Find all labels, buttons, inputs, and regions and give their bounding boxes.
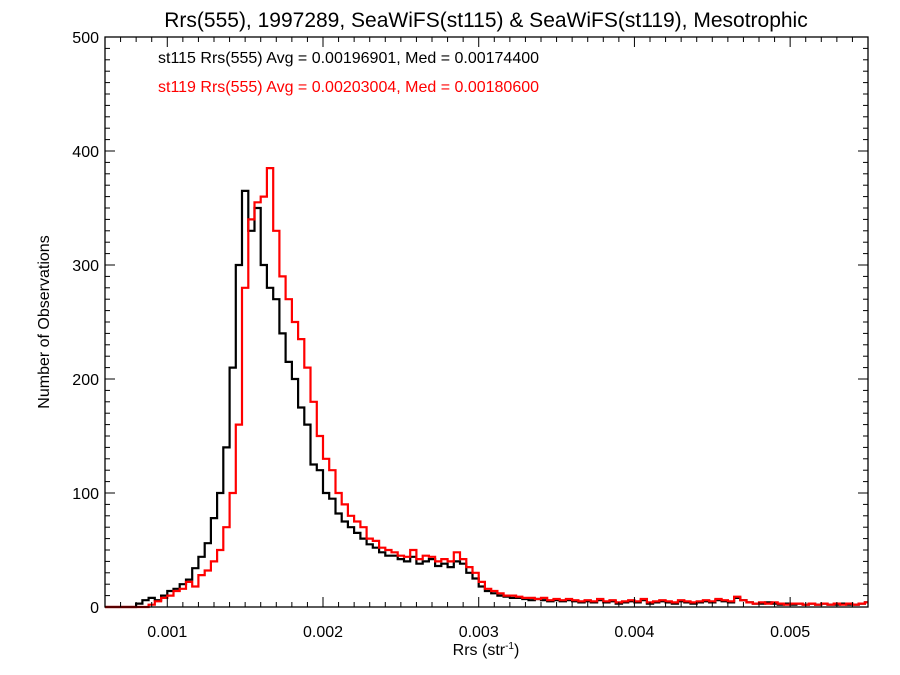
y-tick-label: 100 bbox=[72, 486, 99, 503]
x-tick-label: 0.004 bbox=[614, 624, 654, 641]
y-tick-label: 500 bbox=[72, 30, 99, 47]
x-axis-label-main: Rrs (str bbox=[453, 642, 506, 659]
x-tick-label: 0.003 bbox=[459, 624, 499, 641]
x-axis-label: Rrs (str-1) bbox=[453, 641, 520, 659]
x-tick-label: 0.001 bbox=[147, 624, 187, 641]
chart-title: Rrs(555), 1997289, SeaWiFS(st115) & SeaW… bbox=[164, 9, 807, 32]
x-tick-label: 0.002 bbox=[303, 624, 343, 641]
series-st115-line bbox=[105, 189, 868, 609]
annotation-st119: st119 Rrs(555) Avg = 0.00203004, Med = 0… bbox=[158, 79, 539, 96]
y-axis-label: Number of Observations bbox=[36, 235, 53, 408]
y-tick-label: 0 bbox=[90, 600, 99, 617]
plot-frame bbox=[104, 36, 869, 608]
tick-layer: 0.001 0.002 0.003 0.004 0.005 0 100 200 300 400 50… bbox=[72, 30, 869, 641]
x-axis-label-sup: -1 bbox=[505, 641, 514, 652]
x-tick-label: 0.005 bbox=[770, 624, 810, 641]
annotation-st115: st115 Rrs(555) Avg = 0.00196901, Med = 0… bbox=[158, 50, 539, 67]
y-tick-label: 200 bbox=[72, 372, 99, 389]
series-layer bbox=[105, 167, 868, 609]
y-tick-label: 300 bbox=[72, 258, 99, 275]
series-st119-line bbox=[105, 167, 868, 609]
y-tick-label: 400 bbox=[72, 144, 99, 161]
x-axis-label-end: ) bbox=[514, 642, 519, 659]
